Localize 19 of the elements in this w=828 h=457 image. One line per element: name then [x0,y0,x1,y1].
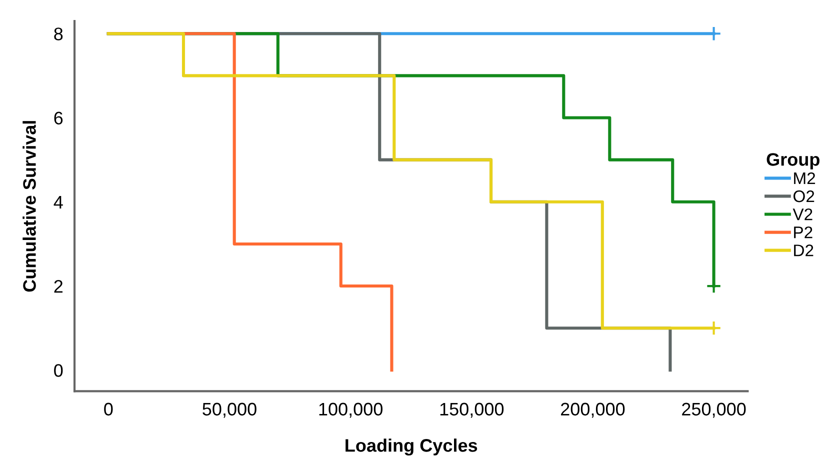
x-tick-label: 200,000 [560,402,625,418]
y-tick-label: 4 [54,196,63,208]
y-tick-label: 2 [54,280,63,293]
x-tick-label: 250,000 [682,402,746,418]
y-axis-title: Cumulative Survival [22,121,36,292]
x-axis-title: Loading Cycles [346,438,478,456]
legend-label: M2 [794,172,816,184]
x-tick-label: 0 [104,402,113,416]
legend-title: Group [766,153,820,170]
y-tick-label: 8 [54,28,63,40]
x-tick-label: 150,000 [440,402,504,418]
y-tick-label: 6 [54,112,63,124]
legend-label: D2 [794,244,814,256]
legend-label: V2 [792,208,812,220]
y-tick-label: 0 [54,364,63,377]
x-tick-label: 100,000 [319,402,382,418]
legend-label: O2 [794,190,814,202]
x-tick-label: 50,000 [202,402,256,418]
legend-label: P2 [794,226,812,238]
